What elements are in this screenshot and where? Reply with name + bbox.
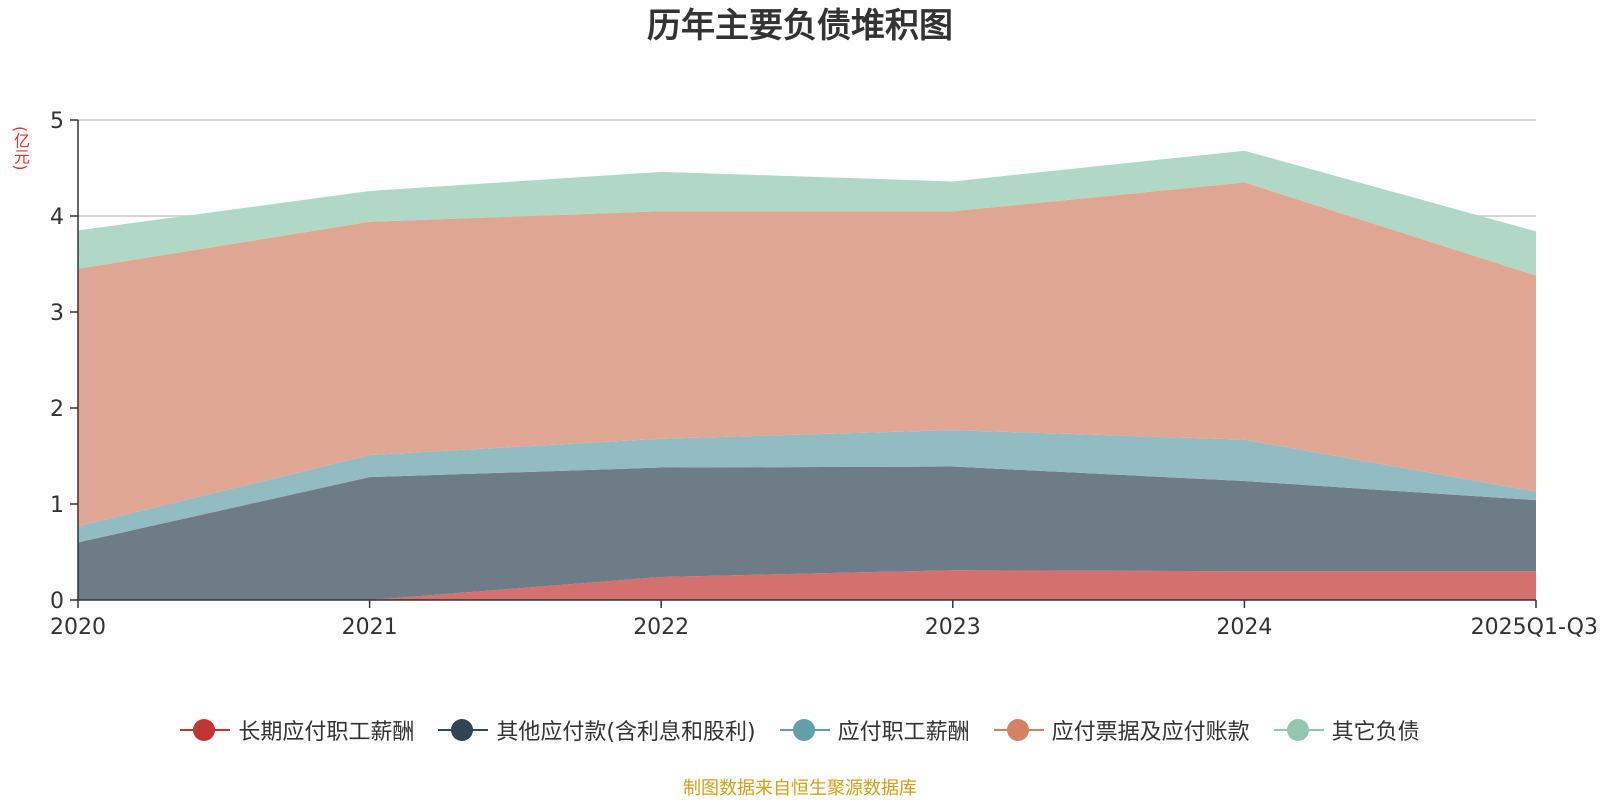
y-axis-unit-label: (亿元) xyxy=(11,125,30,171)
legend-label: 应付票据及应付账款 xyxy=(1051,720,1250,745)
legend-item-3[interactable]: 应付票据及应付账款 xyxy=(993,714,1250,746)
y-tick-label: 4 xyxy=(50,205,64,230)
y-tick-label: 2 xyxy=(50,397,64,422)
area-series-1 xyxy=(78,466,1536,600)
legend-label: 其它负债 xyxy=(1331,720,1420,745)
y-tick-label: 0 xyxy=(50,589,64,614)
legend-label: 应付职工薪酬 xyxy=(837,720,970,745)
area-series xyxy=(78,150,1536,600)
legend-item-4[interactable]: 其它负债 xyxy=(1273,714,1420,746)
legend-label: 长期应付职工薪酬 xyxy=(238,720,415,745)
area-series-2 xyxy=(78,430,1536,543)
area-series-3 xyxy=(78,182,1536,527)
legend-marker-icon xyxy=(438,718,489,742)
area-series-4 xyxy=(78,150,1536,276)
legend-marker-icon xyxy=(180,718,231,742)
x-tick-label: 2020 xyxy=(50,615,106,640)
legend-item-1[interactable]: 其他应付款(含利息和股利) xyxy=(438,714,756,746)
x-tick-label: 2025Q1-Q3 xyxy=(1471,615,1598,640)
tick-labels: 0 1 2 3 4 5 2020 2021 2022 2023 2024 2025Q1-Q3 xyxy=(50,109,1598,640)
area-series-0 xyxy=(78,570,1536,600)
axes xyxy=(70,119,1537,608)
legend-marker-icon xyxy=(993,718,1044,742)
chart-title: 历年主要负债堆积图 xyxy=(647,6,953,46)
y-tick-label: 3 xyxy=(50,301,64,326)
legend: 长期应付职工薪酬 其他应付款(含利息和股利) 应付职工薪酬 应付票据及应付账款 其它负债 xyxy=(0,714,1600,746)
y-tick-label: 1 xyxy=(50,493,64,518)
x-tick-label: 2022 xyxy=(633,615,689,640)
y-tick-label: 5 xyxy=(50,109,64,134)
x-tick-label: 2023 xyxy=(925,615,981,640)
legend-item-0[interactable]: 长期应付职工薪酬 xyxy=(180,714,414,746)
x-tick-label: 2024 xyxy=(1216,615,1272,640)
source-note: 制图数据来自恒生聚源数据库 xyxy=(683,778,917,799)
legend-marker-icon xyxy=(779,718,830,742)
legend-item-2[interactable]: 应付职工薪酬 xyxy=(779,714,970,746)
legend-label: 其他应付款(含利息和股利) xyxy=(496,720,756,745)
x-tick-label: 2021 xyxy=(342,615,398,640)
legend-marker-icon xyxy=(1273,718,1324,742)
